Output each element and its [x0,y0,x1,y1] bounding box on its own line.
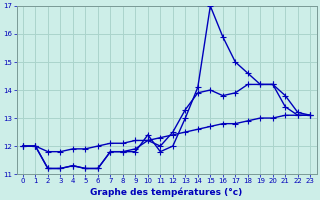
X-axis label: Graphe des températures (°c): Graphe des températures (°c) [91,187,243,197]
